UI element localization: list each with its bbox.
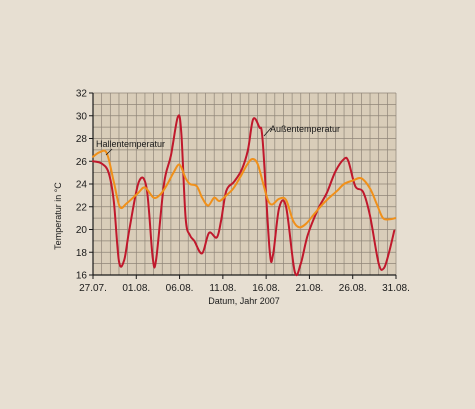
x-tick-label: 26.08. (339, 283, 367, 294)
y-tick-label: 24 (76, 180, 88, 191)
x-tick-label: 16.08. (252, 283, 280, 294)
x-tick-label: 11.08. (209, 283, 236, 294)
x-axis-title: Datum, Jahr 2007 (208, 296, 280, 306)
series-label-hall-temperature: Hallentemperatur (96, 139, 165, 149)
label-layer: Hallentemperatur Außentemperatur (96, 124, 340, 156)
axis-layer: 16 18 20 22 24 26 28 30 32 27.07. 01.08. 06.08. 11.0… (76, 89, 410, 295)
y-tick-label: 32 (76, 89, 88, 100)
y-tick-label: 28 (76, 134, 88, 145)
x-tick-label: 21.08. (296, 283, 324, 294)
y-tick-label: 16 (76, 271, 88, 282)
y-axis-title: Temperatur in °C (53, 182, 63, 250)
leader-line-outdoor-temperature (263, 127, 272, 137)
y-tick-label: 30 (76, 111, 88, 122)
series-label-outdoor-temperature: Außentemperatur (270, 124, 340, 134)
leader-line-hall-temperature (105, 148, 113, 156)
x-tick-label: 01.08. (122, 283, 150, 294)
x-tick-label: 27.07. (79, 283, 107, 294)
y-tick-label: 22 (76, 202, 88, 213)
x-tick-label: 31.08. (382, 283, 410, 294)
y-tick-label: 26 (76, 157, 88, 168)
grid-layer (92, 92, 397, 276)
y-tick-label: 20 (76, 225, 88, 236)
x-tick-label: 06.08. (166, 283, 194, 294)
y-tick-label: 18 (76, 248, 88, 259)
series-layer (92, 114, 397, 277)
series-line-hall-temperature (92, 149, 397, 229)
